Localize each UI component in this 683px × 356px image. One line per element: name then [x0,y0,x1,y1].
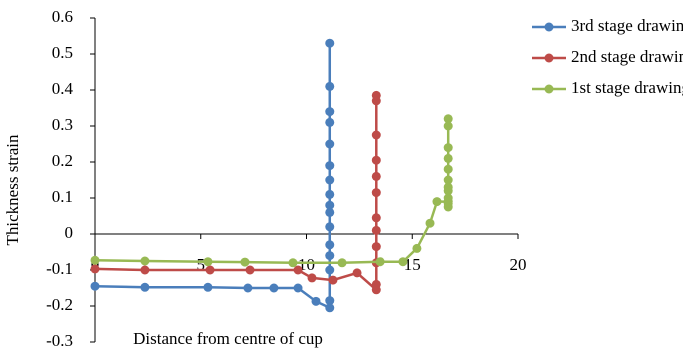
data-point [425,218,435,228]
data-point [269,283,279,293]
data-point [371,171,381,181]
data-point [325,240,335,250]
data-point [371,279,381,289]
data-point [325,81,335,91]
y-axis-label: Thickness strain [3,134,22,245]
y-tick-label: -0.1 [46,259,73,278]
data-point [90,255,100,265]
data-point [311,296,321,306]
data-point [325,222,335,232]
data-point [443,121,453,131]
data-point [293,265,303,275]
data-point [325,117,335,127]
data-point [443,153,453,163]
legend-label: 2nd stage drawing [571,47,683,66]
data-point [443,164,453,174]
y-tick-label: 0.3 [52,115,73,134]
data-point [375,257,385,267]
x-tick-label: 15 [404,255,421,274]
data-point [432,197,442,207]
data-point [307,273,317,283]
data-point [325,38,335,48]
data-point [325,265,335,275]
y-tick-label: 0.1 [52,187,73,206]
data-point [245,265,255,275]
data-point [140,256,150,266]
x-tick-label: 5 [197,255,206,274]
data-point [140,282,150,292]
legend-label: 3rd stage drawing [571,16,683,35]
data-point [325,200,335,210]
data-point [325,296,335,306]
data-point [240,257,250,267]
data-point [293,283,303,293]
data-point [371,242,381,252]
y-tick-label: 0 [65,223,74,242]
data-point [371,130,381,140]
data-point [325,175,335,185]
data-point [337,258,347,268]
y-tick-label: 0.2 [52,151,73,170]
data-point [352,268,362,278]
data-point [443,193,453,203]
data-point [443,143,453,153]
data-point [371,188,381,198]
data-point [325,303,335,313]
series-line [94,118,450,265]
data-point [325,139,335,149]
y-tick-label: -0.3 [46,331,73,350]
data-point [371,155,381,165]
y-tick-label: 0.5 [52,43,73,62]
y-tick-label: -0.2 [46,295,73,314]
data-point [325,207,335,217]
data-point [371,90,381,100]
legend-marker [544,53,554,63]
x-tick-label: 20 [510,255,527,274]
data-point [325,251,335,261]
data-point [328,275,338,285]
data-point [443,114,453,124]
data-point [90,264,100,274]
legend-marker [544,22,554,32]
legend-label: 1st stage drawing [571,78,683,97]
data-point [371,213,381,223]
data-point [443,175,453,185]
data-point [412,243,422,253]
data-point [371,225,381,235]
data-point [288,258,298,268]
y-tick-label: 0.6 [52,7,73,26]
data-point [203,282,213,292]
data-point [443,182,453,192]
data-point [325,107,335,117]
data-point [203,257,213,267]
x-axis-label: Distance from centre of cup [133,329,323,348]
y-tick-label: 0.4 [52,79,74,98]
data-point [140,265,150,275]
data-point [398,257,408,267]
data-point [243,283,253,293]
legend-marker [544,84,554,94]
data-point [325,161,335,171]
data-point [325,189,335,199]
data-point [205,265,215,275]
data-point [90,281,100,291]
